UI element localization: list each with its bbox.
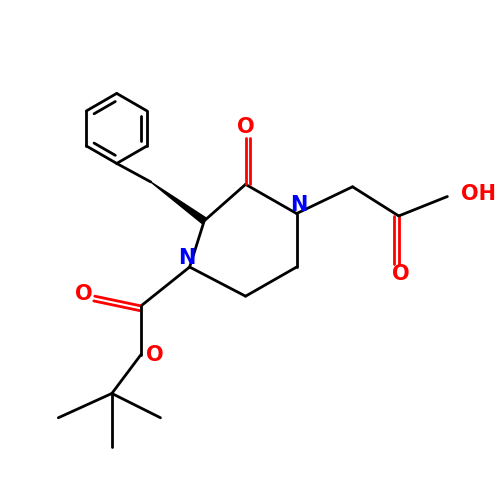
Polygon shape — [150, 182, 206, 224]
Text: N: N — [178, 248, 196, 268]
Text: O: O — [76, 284, 93, 304]
Text: OH: OH — [461, 184, 496, 204]
Text: O: O — [146, 344, 164, 364]
Text: O: O — [237, 118, 254, 138]
Text: N: N — [290, 195, 308, 215]
Text: O: O — [392, 264, 410, 284]
